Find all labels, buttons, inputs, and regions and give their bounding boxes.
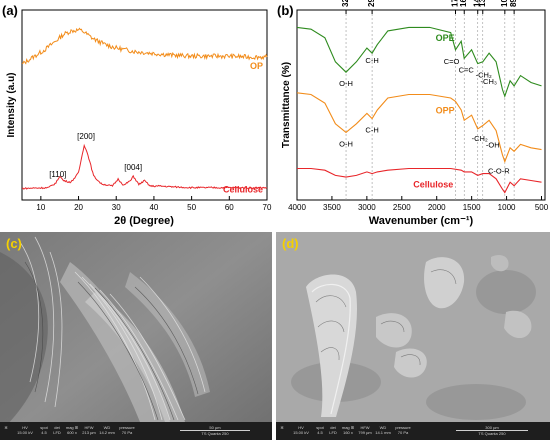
xrd-x-tick-label: 60	[225, 203, 234, 212]
ftir-x-tick-label: 500	[535, 203, 549, 212]
ftir-top-tick-label: 2925	[367, 0, 376, 7]
ftir-band-label: C=C	[459, 65, 475, 74]
ftir-top-tick-label: 1606	[459, 0, 468, 7]
ftir-band-label: -OH	[486, 140, 500, 149]
ftir-band-label: C-O-R	[488, 167, 510, 176]
fei-logo-icon: ✲	[4, 425, 8, 430]
ftir-top-tick-label: 1341	[478, 0, 487, 7]
xrd-annotations: [110] [200] [004]	[49, 132, 142, 179]
xrd-peak-label: [200]	[77, 132, 95, 141]
ftir-x-tick-label: 3500	[323, 203, 341, 212]
xrd-series-label: OP	[250, 61, 263, 71]
sem-d-wd: WD 14.1 mm	[375, 425, 391, 435]
ftir-y-axis-label: Transmittance (%)	[281, 62, 292, 148]
sem-d-hv: HV 15.00 kV	[293, 425, 309, 435]
xrd-series-line-op	[21, 27, 268, 65]
fei-logo-icon: ✲	[280, 425, 284, 430]
xrd-x-tick-label: 50	[187, 203, 196, 212]
ftir-band-label: -CH₂	[476, 71, 492, 80]
ftir-x-tick-label: 1500	[463, 203, 481, 212]
xrd-series-group: OP Cellulose	[21, 27, 268, 195]
ftir-x-axis-label: Wavenumber (cm⁻¹)	[369, 215, 474, 227]
sem-d-micrograph	[276, 232, 550, 440]
ftir-band-label: -CH₃	[481, 77, 497, 86]
panel-c-label: (c)	[6, 236, 22, 251]
sem-c-spot: spot 4.5	[40, 425, 48, 435]
ftir-top-tick-label: 3298	[341, 0, 350, 7]
xrd-x-axis-label: 2θ (Degree)	[114, 215, 174, 227]
sem-c-hv: HV 15.00 kV	[17, 425, 33, 435]
xrd-y-axis-label: Intensity (a.u)	[6, 72, 17, 137]
xrd-x-tick-label: 10	[36, 203, 45, 212]
ftir-series-label: OPP	[436, 105, 455, 115]
xrd-plot-frame	[21, 9, 268, 201]
sem-d-scale: 300 µm TS Quanta 250	[436, 425, 548, 436]
sem-d-mag: mag ⊞ 160 x	[341, 425, 355, 435]
xrd-series-label: Cellulose	[223, 185, 263, 195]
panel-d-label: (d)	[282, 236, 299, 251]
xrd-peak-label: [110]	[49, 170, 66, 179]
sem-c-databar: ✲ HV 15.00 kV spot 4.5 det LFD mag ⊞ 600 x H…	[0, 422, 272, 440]
ftir-x-ticks: 4000 3500 3000 2500 2000 1500 1000 500	[288, 196, 549, 212]
charts-canvas: (a) 10 20 30 40 50 60 70 OP Cellulose [110] [200…	[2, 0, 549, 227]
ftir-plot-frame	[296, 9, 546, 201]
ftir-top-tick-label: 1731	[451, 0, 460, 7]
sem-image-d: (d) ✲ HV 15.00 kV spot 4.5 det LFD mag ⊞ 160…	[276, 232, 550, 440]
ftir-band-label: C=O	[444, 57, 460, 66]
sem-c-hfw: HFW 213 µm	[82, 425, 96, 435]
sem-d-databar: ✲ HV 15.00 kV spot 4.5 det LFD mag ⊞ 160 x H…	[276, 422, 550, 440]
xrd-x-tick-label: 20	[74, 203, 83, 212]
ftir-series-line-cellulose	[297, 167, 542, 194]
xrd-x-ticks: 10 20 30 40 50 60 70	[36, 196, 272, 212]
ftir-series-label: OPE	[436, 33, 455, 43]
ftir-series-label: Cellulose	[413, 179, 453, 189]
ftir-chart: (b) 4000 3500 3000 2500 2000 1500 1000 500 3298…	[277, 0, 549, 227]
sem-c-wd: WD 14.2 mm	[99, 425, 115, 435]
sem-d-pressure: pressure 70 Pa	[395, 425, 411, 435]
xrd-chart: (a) 10 20 30 40 50 60 70 OP Cellulose [110] [200…	[2, 3, 272, 227]
ftir-top-ticks: 3298 2925 17311606 14131341 1025892	[341, 0, 518, 14]
ftir-top-tick-label: 1025	[500, 0, 509, 7]
ftir-x-tick-label: 2500	[393, 203, 411, 212]
sem-c-det: det LFD	[53, 425, 61, 435]
panel-a-label: (a)	[2, 3, 18, 18]
ftir-band-label: C-H	[365, 126, 378, 135]
sem-image-c: (c) ✲ HV 15.00 kV spot 4.5 det LFD mag ⊞ 600…	[0, 232, 272, 440]
ftir-x-tick-label: 1000	[498, 203, 516, 212]
ftir-band-label: C-H	[365, 56, 378, 65]
ftir-top-tick-label: 1413	[473, 0, 482, 7]
xrd-x-tick-label: 40	[149, 203, 158, 212]
sem-d-det: det LFD	[329, 425, 337, 435]
xrd-x-tick-label: 30	[112, 203, 121, 212]
ftir-band-label: -CH₂	[472, 134, 488, 143]
xrd-x-tick-label: 70	[263, 203, 272, 212]
ftir-x-tick-label: 3000	[358, 203, 376, 212]
ftir-x-tick-label: 2000	[428, 203, 446, 212]
xrd-series-line-cellulose	[21, 143, 268, 190]
ftir-series-line-ope	[296, 26, 542, 98]
ftir-series-line-opp	[296, 92, 542, 164]
ftir-top-tick-label: 892	[509, 0, 518, 7]
ftir-band-label: O-H	[339, 139, 353, 148]
sem-c-mag: mag ⊞ 600 x	[65, 425, 79, 435]
xrd-peak-label: [004]	[124, 163, 142, 172]
sem-d-spot: spot 4.5	[316, 425, 324, 435]
ftir-x-tick-label: 4000	[288, 203, 306, 212]
sem-d-hfw: HFW 799 µm	[358, 425, 372, 435]
ftir-series-group: OPE OPP Cellulose	[296, 26, 542, 194]
ftir-band-label: O-H	[339, 79, 353, 88]
sem-c-micrograph	[0, 232, 272, 440]
sem-c-scale: 50 µm TS Quanta 250	[160, 425, 270, 436]
sem-c-pressure: pressure 70 Pa	[119, 425, 135, 435]
panel-b-label: (b)	[277, 3, 294, 18]
